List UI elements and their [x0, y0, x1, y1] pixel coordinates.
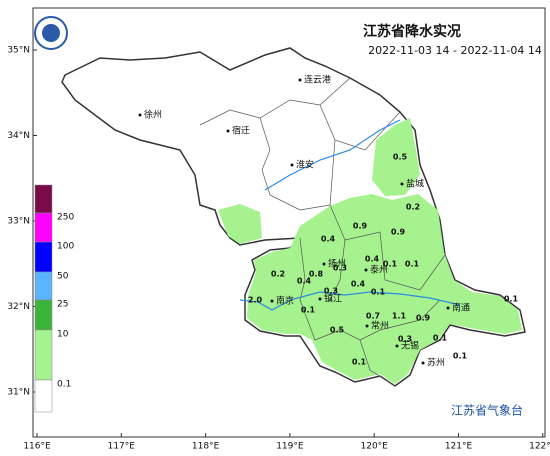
city-label: 宿迁 [232, 125, 250, 137]
station-value: 0.1 [301, 306, 316, 315]
city-dot [400, 182, 404, 186]
city-label: 扬州 [328, 258, 346, 270]
station-value: 0.3 [398, 335, 412, 344]
city-dot [365, 324, 369, 328]
city-label: 无锡 [401, 341, 419, 352]
city-dot [290, 163, 294, 167]
city-dot [322, 262, 326, 266]
station-value: 0.5 [330, 326, 345, 335]
legend-label: 50 [57, 272, 69, 282]
border [344, 231, 446, 291]
border [319, 104, 401, 151]
legend-swatch [34, 212, 53, 243]
city-dot [421, 361, 425, 365]
border [299, 237, 441, 341]
station-value: 0.2 [271, 270, 285, 279]
border [199, 77, 351, 126]
city-dot [298, 78, 302, 82]
lat-label: 31°N [7, 388, 30, 398]
station-value: 0.8 [309, 270, 324, 279]
rain-area [372, 118, 420, 196]
station-value: 0.1 [405, 260, 420, 269]
city-dot [318, 297, 322, 301]
legend-label: 250 [57, 213, 74, 223]
station-value: 0.1 [371, 288, 386, 297]
station-value: 0.4 [351, 280, 366, 289]
station-value: 0.1 [352, 358, 367, 367]
city-label: 泰州 [370, 264, 388, 276]
lon-label: 121°E [445, 442, 473, 452]
yangtze-river [239, 291, 461, 311]
city-dot [226, 129, 230, 133]
map-title: 江苏省降水实况 [363, 23, 461, 40]
city-label: 盐城 [406, 178, 424, 190]
legend-swatch [34, 379, 53, 413]
city-label: 淮安 [296, 159, 314, 171]
station-value: 0.1 [504, 295, 519, 304]
map-period: 2022-11-03 14 - 2022-11-04 14 [368, 44, 542, 57]
lat-label: 34°N [7, 131, 30, 141]
station-value: 1.1 [392, 312, 407, 321]
city-label: 苏州 [427, 357, 445, 369]
legend-swatch [34, 271, 53, 301]
lat-label: 33°N [7, 217, 30, 227]
city-label: 连云港 [304, 74, 331, 86]
station-value: 0.9 [353, 222, 368, 231]
station-value: 0.4 [297, 277, 312, 286]
station-value: 0.9 [391, 228, 406, 237]
station-value: 0.1 [453, 352, 468, 361]
lon-label: 118°E [192, 442, 220, 452]
city-dot [270, 299, 274, 303]
city-dot [138, 113, 142, 117]
city-dot [364, 268, 368, 272]
station-value: 0.9 [416, 314, 431, 323]
station-value: 0.1 [433, 334, 448, 343]
legend-swatch [34, 241, 53, 273]
logo-core [42, 24, 60, 42]
lon-label: 119°E [276, 442, 304, 452]
legend-swatch [34, 299, 53, 331]
lat-label: 35°N [7, 46, 30, 56]
station-value: 0.7 [366, 312, 380, 321]
footer: 江苏省气象台 [451, 403, 523, 418]
legend-swatch [34, 329, 53, 381]
rain-area [218, 204, 262, 244]
city-label: 镇江 [324, 293, 342, 305]
station-value: 0.2 [406, 203, 420, 212]
border [359, 339, 396, 387]
city-label: 常州 [371, 320, 389, 332]
station-value: 0.4 [321, 235, 336, 244]
legend-label: 25 [57, 300, 68, 310]
city-label: 南通 [452, 302, 470, 314]
huai-river [264, 119, 401, 191]
station-value: 0.4 [365, 255, 380, 264]
rain-area [247, 194, 522, 384]
legend-swatch [34, 184, 53, 214]
city-dot [446, 306, 450, 310]
station-value: 0.1 [383, 260, 398, 269]
city-label: 徐州 [144, 109, 162, 121]
border [259, 117, 331, 211]
rivers [239, 119, 461, 311]
station-value: 0.3 [333, 264, 347, 273]
legend-label: 10 [57, 330, 69, 340]
lon-label: 116°E [23, 442, 51, 452]
lat-label: 32°N [7, 302, 30, 312]
lon-label: 117°E [108, 442, 136, 452]
city-dot [395, 344, 399, 348]
lon-label: 122°E [529, 442, 550, 452]
city-label: 南京 [276, 295, 294, 307]
logo [34, 16, 68, 50]
station-value: 0.5 [393, 153, 408, 162]
lon-label: 120°E [361, 442, 389, 452]
station-value: 2.0 [248, 296, 263, 305]
station-value: 0.3 [324, 287, 338, 296]
legend-label: 0.1 [57, 380, 71, 390]
legend-label: 100 [57, 242, 74, 252]
city-borders [199, 77, 446, 387]
